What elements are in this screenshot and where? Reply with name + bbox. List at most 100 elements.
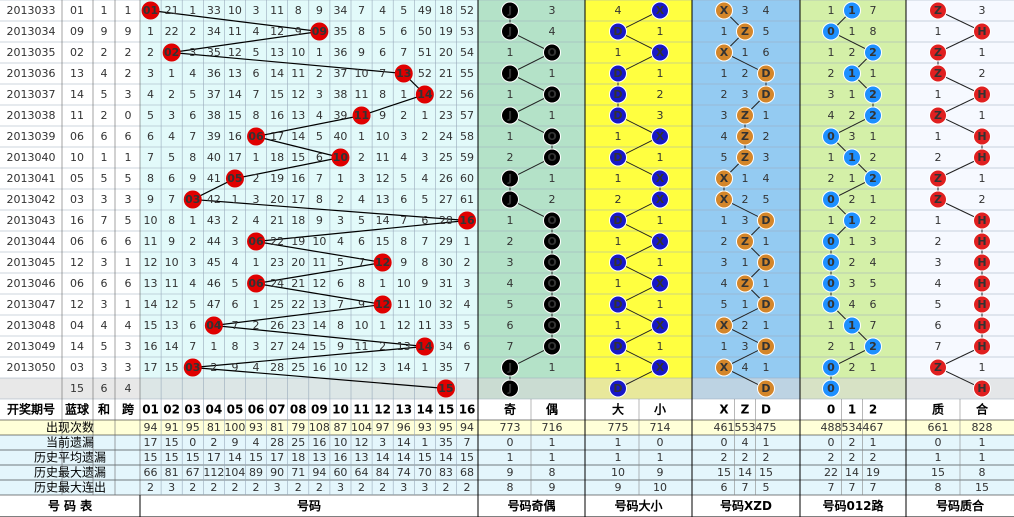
stat-value: 3 [337,481,344,494]
omission: 8 [379,88,386,101]
stat-value: 15 [759,466,773,479]
omission: 12 [312,277,326,290]
stat-value: 0 [189,436,196,449]
stat-value: 2 [253,481,260,494]
marker-label: D [761,382,770,395]
omission: 12 [228,46,242,59]
stat-value: 2 [295,481,302,494]
omission: 3 [147,67,154,80]
stat-value: 93 [418,421,432,434]
marker-label: 2 [869,46,877,59]
marker-label: X [656,4,665,17]
hit-ball [310,22,329,41]
marker-label: X [656,172,665,185]
omission: 7 [189,340,196,353]
omission: 55 [460,67,474,80]
stat-value: 14 [397,451,411,464]
marker [864,43,882,62]
omission: 19 [439,25,453,38]
stat-value: 1 [870,436,877,449]
hit-number: 05 [227,172,242,185]
hit-ball [331,148,350,167]
stat-value: 8 [507,481,514,494]
stat-value: 19 [866,466,880,479]
omission: 1 [615,46,622,59]
omission: 5 [507,298,514,311]
omission: 2 [549,193,556,206]
omission: 1 [507,214,514,227]
blue-ball: 12 [70,256,84,269]
omission: 34 [439,340,453,353]
hit-ball [162,43,181,62]
hit-number: 03 [185,193,200,206]
marker [973,337,991,356]
stat-value: 2 [849,436,856,449]
omission: 20 [439,46,453,59]
omission: 1 [849,25,856,38]
stat-value: 2 [870,451,877,464]
hit-ball [183,358,202,377]
stat-value: 91 [165,421,179,434]
marker-label: H [977,214,986,227]
omission: 14 [144,298,158,311]
omission: 13 [291,109,305,122]
omission: 4 [615,4,622,17]
omission: 6 [147,130,154,143]
omission: 1 [657,298,664,311]
stat-value: 7 [742,481,749,494]
omission: 2 [849,109,856,122]
sum: 2 [101,109,108,122]
header: 蓝球 [65,402,90,417]
omission: 20 [270,193,284,206]
footer-label: 号码奇偶 [507,498,555,513]
omission: 15 [144,319,158,332]
omission: 1 [763,361,770,374]
omission: 34 [207,25,221,38]
marker [929,169,947,188]
marker-label: O [547,46,556,59]
omission: 40 [333,130,347,143]
omission: 2 [337,193,344,206]
hit-ball [394,64,413,83]
blue-ball: 06 [70,277,84,290]
marker-label: Z [741,25,749,38]
sum: 5 [101,88,108,101]
omission: 25 [270,298,284,311]
omission: 9 [400,256,407,269]
stat-value: 15 [931,466,945,479]
blue-ball: 15 [70,382,84,395]
omission: 1 [231,193,238,206]
omission: 41 [207,172,221,185]
omission: 4 [316,109,323,122]
omission: 10 [312,235,326,248]
marker-label: J [507,382,512,395]
stat-value: 15 [717,466,731,479]
marker [864,106,882,125]
marker [822,295,840,314]
omission: 38 [333,88,347,101]
stat-value: 66 [144,466,158,479]
marker [609,337,627,356]
omission: 1 [379,277,386,290]
omission: 1 [828,214,835,227]
omission: 49 [418,4,432,17]
header: 09 [311,403,328,417]
omission: 1 [379,319,386,332]
omission: 1 [721,25,728,38]
hit-number: 01 [143,4,158,17]
hit-number: 14 [417,340,433,353]
marker [501,190,519,209]
marker-label: H [977,382,986,395]
omission: 7 [400,214,407,227]
marker-label: X [720,193,729,206]
omission: 1 [721,214,728,227]
omission: 7 [464,361,471,374]
hit-ball [183,190,202,209]
omission: 3 [189,256,196,269]
stat-label: 历史最大连出 [34,480,106,495]
omission: 2 [742,67,749,80]
omission: 1 [615,172,622,185]
stats-bg [0,420,1014,435]
stat-value: 461 [714,421,735,434]
omission: 5 [189,298,196,311]
